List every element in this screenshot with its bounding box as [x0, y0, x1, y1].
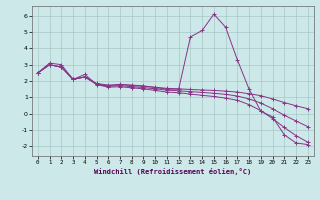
X-axis label: Windchill (Refroidissement éolien,°C): Windchill (Refroidissement éolien,°C) — [94, 168, 252, 175]
